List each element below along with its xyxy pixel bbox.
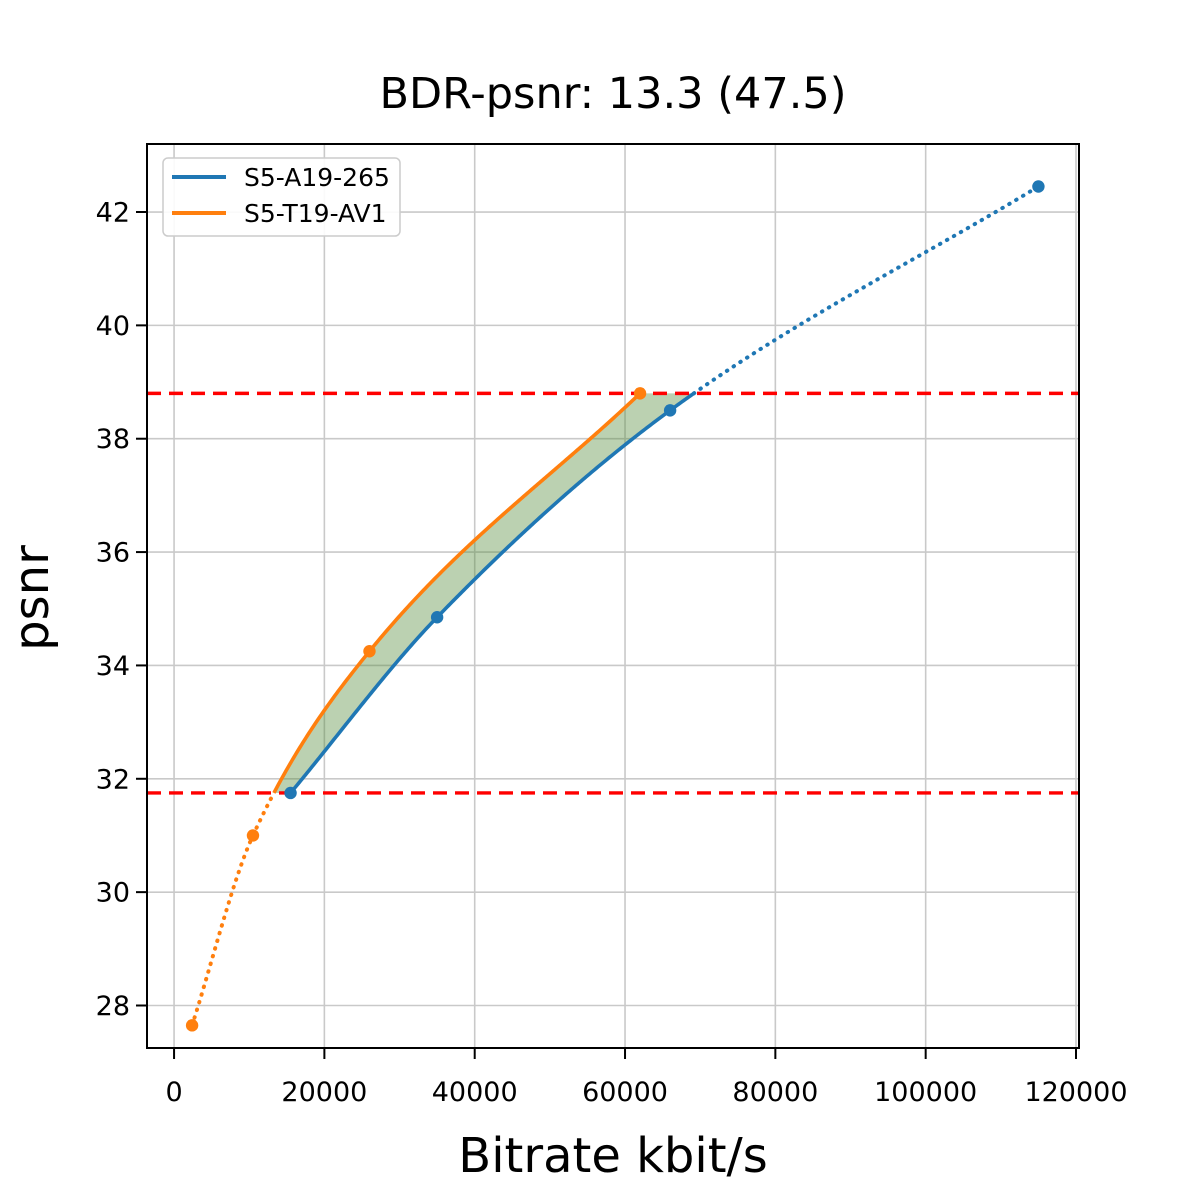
plot-area: 0 20000 40000 60000 80000 100000 120000 28 30 32 3… (96, 143, 1128, 1108)
data-point (663, 404, 677, 417)
series-curve-solid-s5-t19-av1 (272, 392, 642, 794)
x-tick-label: 0 (165, 1077, 182, 1108)
x-tick-label: 100000 (874, 1077, 977, 1108)
series-curve-solid-s5-a19-265 (289, 391, 695, 795)
y-tick-label: 42 (96, 198, 130, 229)
chart-title: BDR-psnr: 13.3 (47.5) (380, 69, 847, 119)
x-tick-label: 60000 (582, 1077, 668, 1108)
y-tick-label: 36 (96, 538, 130, 569)
data-point (430, 611, 444, 624)
x-tick-label: 80000 (732, 1077, 818, 1108)
x-tick-label: 120000 (1024, 1077, 1127, 1108)
x-axis-label: Bitrate kbit/s (458, 1128, 767, 1184)
legend: S5-A19-265 S5-T19-AV1 (162, 157, 401, 237)
legend-entry-s5-t19-av1: S5-T19-AV1 (244, 199, 387, 228)
legend-entry-s5-a19-265: S5-A19-265 (244, 163, 390, 192)
data-point (246, 829, 260, 842)
x-tick-label: 40000 (432, 1077, 518, 1108)
data-point (633, 387, 647, 400)
y-tick-label: 32 (96, 764, 130, 795)
y-axis-label: psnr (4, 545, 60, 651)
data-point (1032, 180, 1045, 193)
axes-spines (146, 143, 1080, 1049)
y-tick-label: 40 (96, 311, 130, 342)
data-point (363, 645, 376, 658)
x-tick-label: 20000 (281, 1077, 367, 1108)
y-tick-label: 30 (96, 878, 130, 909)
y-tick-label: 28 (96, 991, 130, 1022)
bd-rate-shaded-region (273, 393, 694, 793)
y-tick-label: 38 (96, 424, 130, 455)
series-curve-dotted-s5-t19-av1 (190, 790, 276, 1028)
data-point (284, 786, 297, 800)
series-curve-dotted-s5-a19-265 (691, 184, 1041, 396)
y-tick-label: 34 (96, 651, 130, 682)
data-point (185, 1019, 199, 1032)
